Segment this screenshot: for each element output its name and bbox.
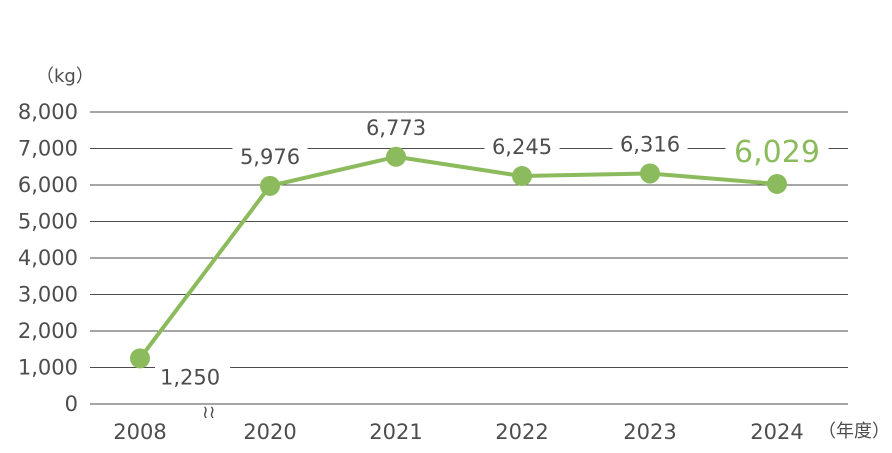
y-tick-label: 2,000 xyxy=(18,319,78,343)
data-label: 6,245 xyxy=(492,135,552,159)
data-point xyxy=(130,348,150,369)
data-point xyxy=(512,166,532,187)
y-tick-label: 5,000 xyxy=(18,210,78,234)
x-axis-unit: （年度） xyxy=(818,421,890,442)
data-label: 1,250 xyxy=(160,365,220,389)
data-label-highlight: 6,029 xyxy=(734,135,820,170)
data-point xyxy=(767,173,787,194)
data-point xyxy=(260,175,280,196)
x-tick-label: 2021 xyxy=(369,420,422,444)
y-tick-label: 0 xyxy=(65,392,78,416)
data-label: 6,316 xyxy=(620,132,680,156)
data-label-bg xyxy=(232,143,308,171)
data-labels: 1,250 5,976 6,773 6,245 6,316 6,029 xyxy=(155,114,829,392)
data-label: 6,773 xyxy=(366,116,426,140)
data-label-bg xyxy=(612,131,688,159)
data-label-bg xyxy=(484,134,560,162)
series-polyline xyxy=(138,154,778,360)
series-line xyxy=(138,154,778,360)
data-label-bg xyxy=(155,364,231,392)
y-axis-unit: （kg） xyxy=(36,66,94,87)
x-tick-label: 2008 xyxy=(113,420,166,444)
y-tick-label: 4,000 xyxy=(18,246,78,270)
y-tick-label: 3,000 xyxy=(18,283,78,307)
data-label-bg xyxy=(725,132,829,169)
y-tick-label: 8,000 xyxy=(18,100,78,124)
y-tick-label: 1,000 xyxy=(18,356,78,380)
x-tick-label: 2023 xyxy=(623,420,676,444)
y-tick-label: 6,000 xyxy=(18,173,78,197)
x-tick-label: 2024 xyxy=(750,420,803,444)
axis-break-mark: ≀≀ xyxy=(202,402,216,423)
axis-labels: 0 1,000 2,000 3,000 4,000 5,000 6,000 7,000 8,00… xyxy=(18,100,804,444)
x-tick-label: 2022 xyxy=(495,420,548,444)
data-label-bg xyxy=(358,114,434,142)
y-tick-label: 7,000 xyxy=(18,137,78,161)
data-point xyxy=(386,146,406,167)
data-points xyxy=(130,146,787,369)
x-tick-label: 2020 xyxy=(243,420,296,444)
data-label: 5,976 xyxy=(240,145,300,169)
data-point xyxy=(640,163,660,184)
